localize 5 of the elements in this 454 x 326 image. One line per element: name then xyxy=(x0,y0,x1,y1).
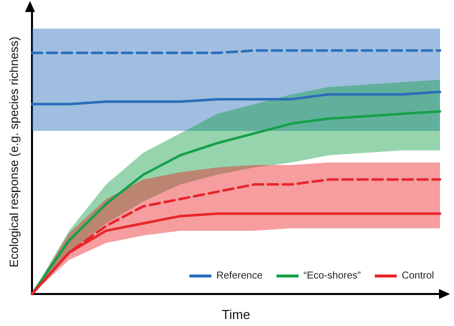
legend-label: “Eco-shores” xyxy=(304,270,361,282)
y-axis-title: Ecological response (e.g. species richness) xyxy=(7,36,21,268)
legend-label: Reference xyxy=(216,270,263,282)
legend-label: Control xyxy=(402,270,434,282)
x-axis-title: Time xyxy=(222,307,250,322)
